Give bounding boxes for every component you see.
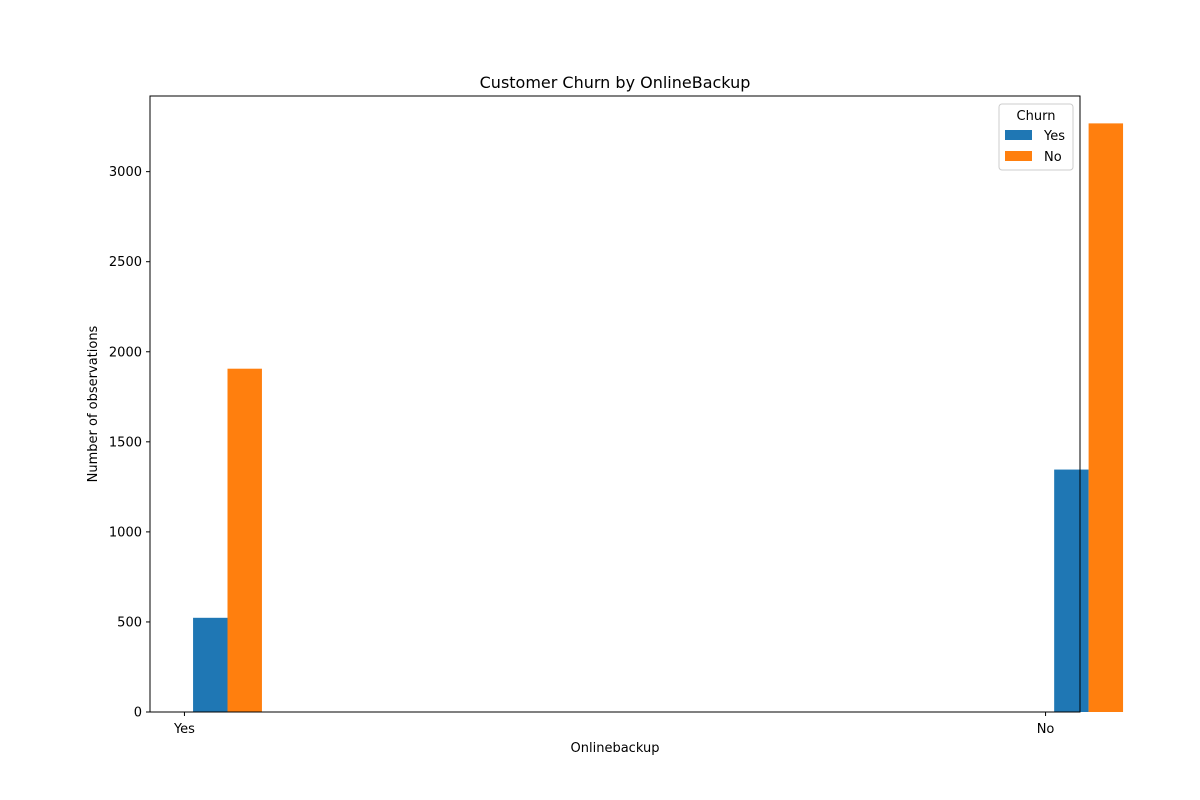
y-tick-label: 3000: [109, 165, 142, 180]
legend-swatch-yes: [1005, 130, 1032, 140]
x-tick-label: No: [1037, 722, 1055, 737]
y-tick-label: 1500: [109, 435, 142, 450]
y-tick-label: 2000: [109, 345, 142, 360]
x-axis-label: Onlinebackup: [571, 741, 660, 756]
y-tick-label: 2500: [109, 255, 142, 270]
y-tick-label: 1000: [109, 525, 142, 540]
legend-label-no: No: [1044, 150, 1062, 165]
x-tick-label: Yes: [173, 722, 195, 737]
bar-no-no: [1088, 123, 1124, 712]
bars-group: [193, 123, 1124, 712]
y-tick-label: 500: [117, 615, 142, 630]
y-axis-ticks: 0 500 1000 1500 2000 2500 3000: [109, 165, 150, 721]
y-axis-label: Number of observations: [86, 325, 101, 482]
legend: Churn Yes No: [998, 103, 1074, 171]
chart-title: Customer Churn by OnlineBackup: [480, 73, 751, 92]
y-tick-label: 0: [134, 706, 142, 721]
bar-no-yes: [227, 368, 262, 712]
bar-yes-yes: [193, 617, 228, 712]
legend-label-yes: Yes: [1043, 129, 1065, 144]
legend-swatch-no: [1005, 151, 1032, 161]
plot-frame: [149, 95, 1081, 713]
bar-yes-no: [1054, 469, 1089, 712]
x-axis-ticks: Yes No: [173, 712, 1054, 737]
legend-title: Churn: [1017, 109, 1056, 124]
